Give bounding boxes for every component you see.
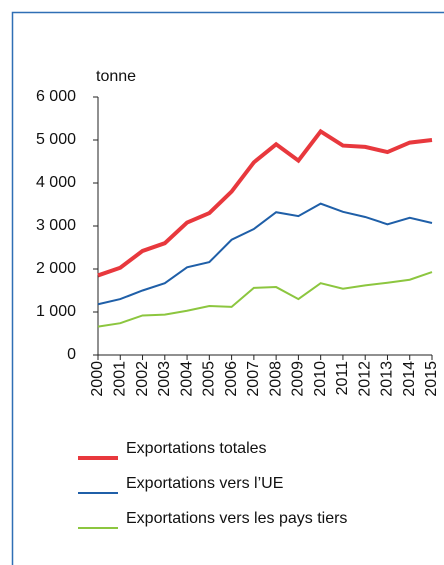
- x-tick-label: 2003: [156, 361, 173, 397]
- x-tick-label: 2002: [134, 361, 151, 397]
- x-tick-label: 2015: [423, 361, 440, 397]
- series-line: [97, 271, 433, 328]
- y-axis-unit: tonne: [96, 68, 136, 85]
- y-tick-label: 3 000: [36, 217, 76, 234]
- y-tick-label: 4 000: [36, 174, 76, 191]
- x-tick-label: 2000: [89, 361, 106, 397]
- x-tick-label: 2012: [356, 361, 373, 397]
- x-tick-label: 2014: [401, 361, 418, 397]
- y-tick-label: 6 000: [36, 88, 76, 105]
- x-tick-label: 2008: [267, 361, 284, 397]
- x-tick-label: 2009: [290, 361, 307, 397]
- series-line: [97, 128, 433, 278]
- y-tick-label: 2 000: [36, 260, 76, 277]
- x-tick-label: 2001: [111, 361, 128, 397]
- legend-label: Exportations totales: [126, 440, 267, 457]
- x-tick-label: 2011: [334, 361, 351, 396]
- series-line: [97, 202, 433, 306]
- x-tick-label: 2007: [245, 361, 262, 397]
- x-tick-label: 2013: [379, 361, 396, 397]
- y-tick-label: 0: [67, 346, 76, 363]
- x-tick-label: 2010: [312, 361, 329, 397]
- frame: [11, 11, 444, 565]
- x-tick-label: 2005: [201, 361, 218, 397]
- x-tick-label: 2004: [178, 361, 195, 397]
- legend-label: Exportations vers les pays tiers: [126, 510, 347, 527]
- y-tick-label: 1 000: [36, 303, 76, 320]
- legend-label: Exportations vers l’UE: [126, 475, 283, 492]
- y-tick-label: 5 000: [36, 131, 76, 148]
- x-tick-label: 2006: [223, 361, 240, 397]
